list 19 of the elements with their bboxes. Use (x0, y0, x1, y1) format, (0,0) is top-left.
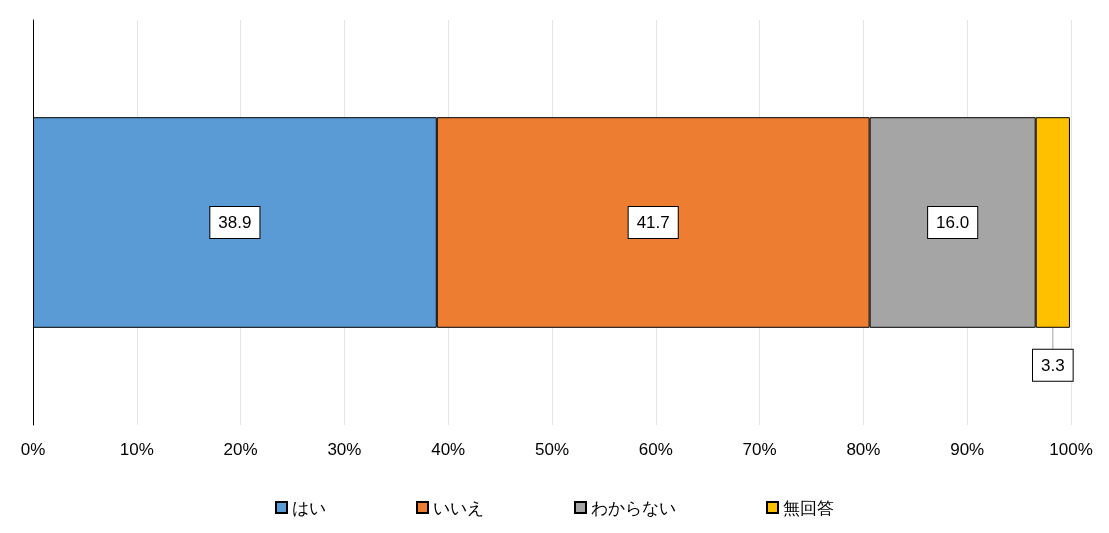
x-tick-label: 100% (1049, 440, 1093, 459)
legend-label: はい (292, 497, 326, 518)
x-tick-label: 20% (223, 440, 258, 459)
x-tick-label: 10% (119, 440, 154, 459)
data-label: 3.3 (1041, 355, 1065, 375)
x-tick-label: 0% (20, 440, 46, 459)
legend-label: いいえ (433, 497, 484, 518)
x-tick-label: 30% (327, 440, 362, 459)
data-label: 16.0 (936, 213, 970, 232)
data-label: 41.7 (636, 213, 670, 232)
x-tick-label: 90% (950, 440, 985, 459)
legend-label: 無回答 (783, 497, 834, 518)
x-tick-label: 70% (742, 440, 777, 459)
data-label: 38.9 (218, 213, 252, 232)
x-tick-label: 80% (846, 440, 881, 459)
x-tick-label: 60% (638, 440, 673, 459)
x-tick-label: 50% (534, 440, 570, 459)
x-tick-label: 40% (431, 440, 466, 459)
legend-label: わからない (591, 497, 676, 518)
